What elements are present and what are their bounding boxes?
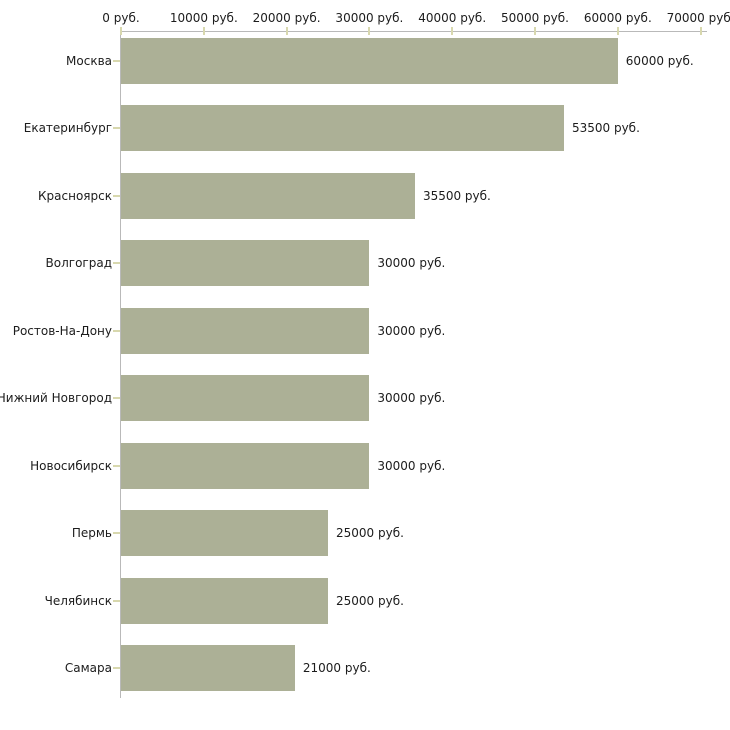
category-tick-mark [113,329,120,332]
x-tick-label: 10000 руб. [169,11,238,25]
category-label: Новосибирск [30,458,112,473]
category-tick-mark [113,194,120,197]
bar [121,577,328,624]
value-label: 21000 руб. [302,661,371,675]
bar [121,240,370,286]
bar [121,442,370,489]
bar [121,307,370,354]
category-tick-mark [113,464,120,467]
category-tick-mark [113,667,120,669]
category-tick-mark [113,127,120,129]
x-tick-mark [285,27,288,35]
bar-row: Нижний Новгород 30000 руб. [0,375,730,421]
category-tick-mark [113,262,120,264]
bar-row: Екатеринбург 53500 руб. [0,105,730,151]
bar-row: Самара 21000 руб. [0,645,730,691]
category-label: Челябинск [44,593,112,608]
bar-row: Волгоград 30000 руб. [0,240,730,286]
value-label: 30000 руб. [377,323,446,338]
bar-row: Красноярск 35500 руб. [0,172,730,219]
y-axis-line [120,31,121,698]
x-tick-mark [451,27,454,35]
bar-row: Пермь 25000 руб. [0,510,730,556]
x-tick-mark [699,27,702,35]
bar [121,645,295,691]
category-tick-mark [113,599,120,602]
x-tick-mark [120,27,122,35]
category-label: Самара [64,661,112,675]
value-label: 25000 руб. [336,526,404,540]
x-tick-mark [202,27,205,35]
bar [121,510,328,556]
x-tick-mark [534,27,536,35]
x-tick-mark [368,27,371,35]
x-tick-label: 60000 руб. [583,11,652,25]
bar-row: Челябинск 25000 руб. [0,577,730,624]
bar [121,375,370,421]
bar-row: Москва 60000 руб. [0,37,730,84]
category-label: Красноярск [38,188,112,203]
category-label: Москва [66,53,112,68]
category-label: Волгоград [45,256,112,270]
bar [121,105,564,151]
x-tick-label: 40000 руб. [418,11,487,25]
category-tick-mark [113,59,120,62]
category-label: Екатеринбург [23,121,112,135]
bar-row: Ростов-На-Дону 30000 руб. [0,307,730,354]
value-label: 30000 руб. [377,458,446,473]
bar-row: Новосибирск 30000 руб. [0,442,730,489]
x-tick-label: 20000 руб. [252,11,321,25]
value-label: 53500 руб. [571,121,640,135]
category-tick-mark [113,532,120,534]
value-label: 35500 руб. [422,188,491,203]
x-tick-label: 50000 руб. [501,11,569,25]
value-label: 30000 руб. [377,391,446,405]
x-tick-label: 30000 руб. [335,11,404,25]
value-label: 30000 руб. [377,256,446,270]
bar [121,37,618,84]
category-tick-mark [113,397,120,399]
value-label: 25000 руб. [336,593,404,608]
category-label: Ростов-На-Дону [12,323,112,338]
x-tick-label: 0 руб. [102,11,140,25]
x-tick-mark [616,27,619,35]
x-axis-line [120,31,707,32]
value-label: 60000 руб. [625,53,694,68]
bar [121,172,415,219]
category-label: Нижний Новгород [0,391,112,405]
x-tick-label: 70000 руб. [666,11,730,25]
category-label: Пермь [71,526,112,540]
